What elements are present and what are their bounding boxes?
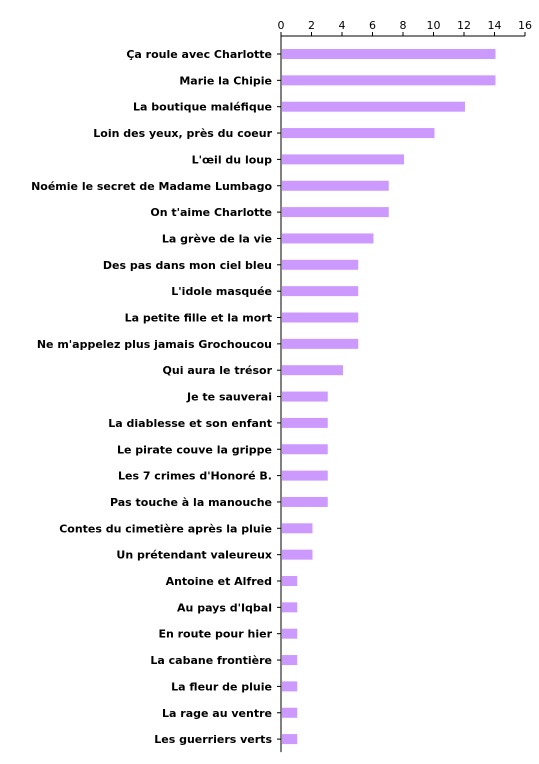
- category-label: Ne m'appelez plus jamais Grochoucou: [37, 338, 272, 351]
- category-label: On t'aime Charlotte: [150, 206, 272, 219]
- category-label: Les guerriers verts: [154, 733, 272, 746]
- category-label: Marie la Chipie: [179, 74, 272, 87]
- category-label: La petite fille et la mort: [125, 312, 272, 325]
- bars-group: [282, 49, 496, 745]
- category-labels: Ça roule avec Charlotte Marie la Chipie La…: [31, 48, 272, 746]
- category-label: Antoine et Alfred: [166, 575, 272, 588]
- bar: [282, 470, 328, 481]
- category-label: Au pays d'Iqbal: [177, 601, 272, 614]
- bar: [282, 338, 359, 349]
- bar: [282, 444, 328, 455]
- category-label: Je te sauverai: [186, 391, 272, 404]
- category-label: Un prétendant valeureux: [116, 549, 272, 562]
- category-label: La rage au ventre: [162, 707, 272, 720]
- bar: [282, 576, 298, 586]
- bar: [282, 312, 359, 323]
- bar: [282, 417, 328, 428]
- bar: [282, 180, 389, 191]
- category-label: Ça roule avec Charlotte: [126, 48, 272, 61]
- bar: [282, 259, 359, 270]
- category-label: L'idole masquée: [171, 285, 272, 298]
- bar: [282, 523, 313, 534]
- bar: [282, 681, 298, 692]
- y-axis: [277, 36, 282, 753]
- bar: [282, 391, 328, 402]
- category-label: La diablesse et son enfant: [108, 417, 272, 430]
- bar: [282, 496, 328, 507]
- x-tick-label: 16: [518, 19, 532, 32]
- x-tick-label: 2: [308, 19, 315, 32]
- x-tick-label: 0: [278, 19, 285, 32]
- category-label: Les 7 crimes d'Honoré B.: [118, 470, 272, 483]
- bar: [282, 154, 404, 165]
- category-label: La cabane frontière: [150, 654, 272, 667]
- category-label: En route pour hier: [158, 628, 272, 641]
- bar: [282, 549, 313, 560]
- x-tick-label: 6: [369, 19, 376, 32]
- category-label: Le pirate couve la grippe: [117, 443, 272, 456]
- x-tick-label: 12: [457, 19, 471, 32]
- bar: [282, 628, 298, 639]
- x-tick-label: 10: [427, 19, 441, 32]
- bar: [282, 602, 298, 613]
- bar: [282, 365, 343, 376]
- category-label: Pas touche à la manouche: [110, 496, 272, 509]
- bar: [282, 101, 465, 112]
- x-axis: 0 2 4 6 8 10 12 14 16: [278, 19, 532, 37]
- bar: [282, 128, 435, 139]
- category-label: La fleur de pluie: [171, 680, 272, 693]
- bar: [282, 734, 298, 745]
- x-tick-label: 14: [488, 19, 502, 32]
- bar: [282, 49, 496, 59]
- bar: [282, 75, 496, 86]
- category-label: Loin des yeux, près du coeur: [93, 127, 272, 140]
- category-label: Des pas dans mon ciel bleu: [103, 259, 272, 272]
- x-tick-label: 8: [400, 19, 407, 32]
- bar: [282, 233, 374, 244]
- x-tick-label: 4: [339, 19, 346, 32]
- bar: [282, 707, 298, 718]
- category-label: Noémie le secret de Madame Lumbago: [31, 180, 272, 193]
- category-label: L'œil du loup: [192, 153, 272, 166]
- bar: [282, 207, 389, 218]
- category-label: La boutique maléfique: [133, 101, 272, 114]
- category-label: Contes du cimetière après la pluie: [59, 522, 272, 535]
- bar: [282, 655, 298, 666]
- bar: [282, 286, 359, 297]
- category-label: La grève de la vie: [162, 232, 272, 245]
- category-label: Qui aura le trésor: [163, 364, 273, 377]
